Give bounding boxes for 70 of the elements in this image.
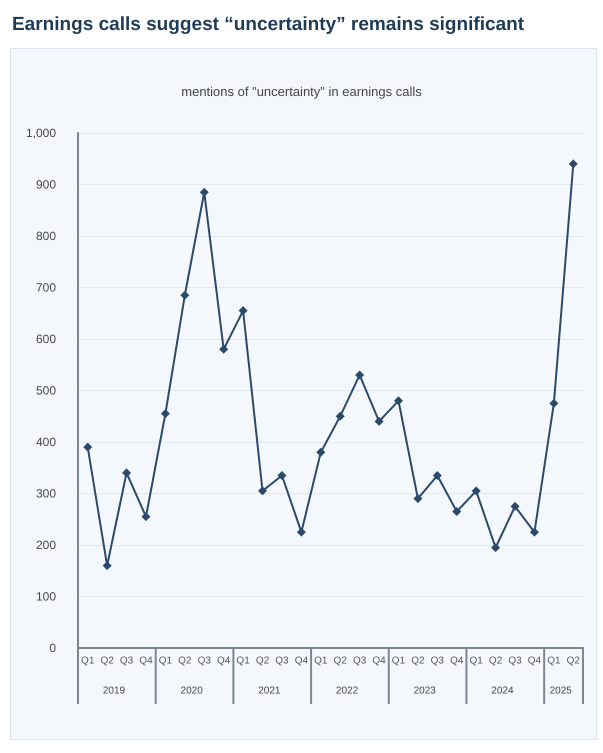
text: 2024 [491, 686, 514, 696]
point [491, 543, 500, 552]
point [355, 370, 364, 380]
y-tick-label: 500 [36, 384, 56, 398]
point [160, 409, 170, 418]
x-tick-label: Q3 [275, 656, 290, 666]
y-tick-label: 300 [36, 486, 56, 500]
x-tick-label: Q3 [120, 656, 134, 666]
point [238, 306, 248, 316]
point [510, 502, 520, 511]
point [530, 528, 539, 537]
chart-subtitle: mentions of "uncertainty" in earnings calls [181, 84, 422, 99]
point [180, 290, 190, 300]
x-tick-label: Q1 [158, 656, 173, 666]
y-tick-label: 900 [36, 178, 56, 192]
x-tick-label: Q4 [139, 656, 154, 666]
point [568, 159, 578, 168]
point [549, 398, 558, 408]
x-tick-label: Q1 [392, 656, 406, 666]
x-tick-label: Q1 [547, 656, 561, 666]
x-tick-label: Q4 [528, 656, 542, 666]
x-tick-label: Q4 [294, 656, 308, 666]
point [141, 512, 150, 522]
point [296, 528, 306, 537]
point [219, 344, 228, 354]
point [432, 470, 442, 480]
point [122, 468, 132, 478]
x-tick-label: Q2 [178, 656, 192, 666]
y-tick-label: 100 [36, 590, 56, 604]
point [336, 412, 345, 421]
x-tick-label: Q2 [256, 656, 270, 666]
y-tick-label: 400 [36, 435, 56, 449]
y-tick-label: 0 [49, 641, 56, 655]
x-tick-label: Q1 [470, 656, 484, 666]
y-tick-label: 1,000 [26, 126, 56, 140]
point [277, 470, 286, 480]
text: 2022 [336, 686, 359, 696]
point [394, 396, 403, 406]
x-tick-label: Q3 [352, 656, 367, 666]
point [452, 507, 462, 516]
x-tick-label: Q2 [411, 656, 426, 666]
point [374, 416, 384, 426]
y-tick-label: 800 [36, 229, 56, 243]
x-tick-label: Q3 [508, 656, 522, 666]
text: 2021 [258, 686, 281, 696]
x-tick-label: Q3 [430, 656, 444, 666]
x-tick-label: Q2 [566, 656, 580, 666]
text: 2019 [102, 686, 126, 696]
x-tick-label: Q4 [217, 656, 231, 666]
x-tick-label: Q3 [198, 656, 212, 666]
point [83, 442, 92, 452]
y-tick-label: 700 [36, 280, 56, 294]
chart-title: Earnings calls suggest “uncertainty” remains significant [12, 14, 524, 36]
text: 2020 [180, 686, 204, 696]
point [258, 486, 268, 496]
x-tick-label: Q1 [81, 656, 95, 666]
point [472, 486, 481, 496]
text: 2023 [414, 686, 436, 696]
text: 2025 [550, 686, 572, 696]
x-tick-label: Q1 [236, 656, 250, 666]
point [413, 494, 422, 504]
y-tick-label: 600 [36, 332, 56, 346]
x-tick-label: Q4 [450, 656, 464, 666]
x-tick-label: Q2 [488, 656, 503, 666]
point [316, 448, 326, 457]
x-tick-label: Q4 [372, 656, 386, 666]
x-tick-label: Q2 [334, 656, 348, 666]
x-tick-label: Q2 [100, 656, 114, 666]
x-tick-label: Q1 [314, 656, 328, 666]
y-tick-label: 200 [36, 538, 56, 552]
